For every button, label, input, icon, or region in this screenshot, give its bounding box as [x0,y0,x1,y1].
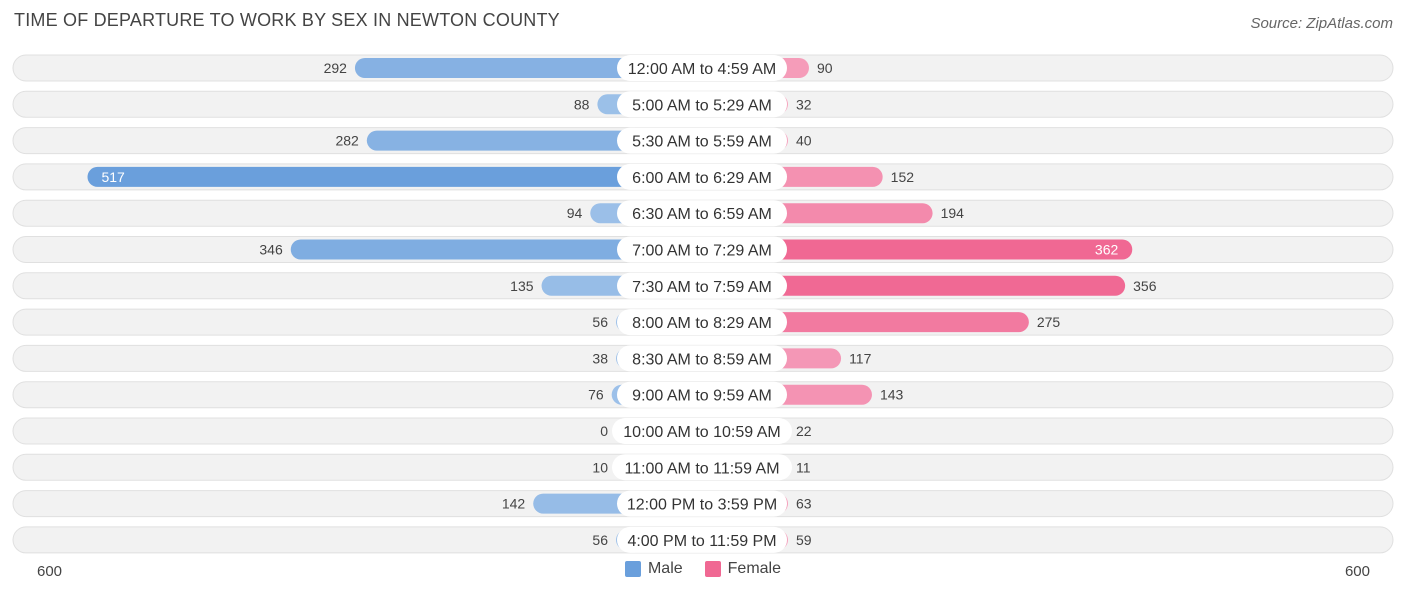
value-label-male: 76 [588,387,604,403]
value-label-male: 0 [600,423,608,439]
category-pill [617,381,787,408]
value-label-female: 117 [849,350,872,366]
value-label-male: 10 [592,459,608,475]
legend-swatch-female [704,561,721,577]
category-label: 8:00 AM to 8:29 AM [632,315,772,332]
category-pill [612,454,792,481]
category-label: 7:00 AM to 7:29 AM [632,243,772,260]
value-label-male: 282 [335,133,359,149]
value-label-male: 38 [592,350,608,366]
value-label-female: 194 [941,205,965,221]
category-label: 12:00 AM to 4:59 AM [628,61,777,78]
value-label-female: 362 [1095,242,1119,258]
value-label-male: 135 [510,278,534,294]
category-pill [617,200,787,227]
chart-title: TIME OF DEPARTURE TO WORK BY SEX IN NEWT… [14,10,560,30]
value-label-female: 152 [891,169,915,185]
bar-female [702,239,1133,260]
category-label: 6:00 AM to 6:29 AM [632,170,772,187]
value-label-male: 346 [259,242,283,258]
value-label-female: 275 [1037,314,1061,330]
category-pill [617,236,787,263]
category-pill [612,418,792,444]
category-label: 5:30 AM to 5:59 AM [632,134,772,151]
bar-female [702,275,1126,296]
value-label-female: 22 [796,423,812,439]
category-pill [617,526,787,553]
source-label: Source: ZipAtlas.com [1250,15,1393,32]
value-label-male: 56 [592,314,608,330]
category-label: 4:00 PM to 11:59 PM [627,533,776,550]
category-label: 8:30 AM to 8:59 AM [632,351,772,368]
legend-swatch-male [624,561,641,577]
category-label: 11:00 AM to 11:59 AM [624,460,779,477]
axis-right-label: 600 [1344,563,1370,580]
category-pill [617,309,787,336]
value-label-male: 88 [574,96,590,112]
chart-svg: 12:00 AM to 4:59 AM 292 90 5:00 AM to 5:29 … [12,54,1394,554]
legend-label-male: Male [647,560,683,577]
value-label-female: 59 [796,532,812,548]
category-label: 12:00 PM to 3:59 PM [627,497,777,514]
axis-left-label: 600 [37,563,63,580]
value-label-male: 56 [592,532,608,548]
value-label-female: 40 [796,133,812,149]
legend-item-male[interactable]: Male [624,560,683,578]
category-pill [617,345,787,372]
value-label-male: 142 [502,496,526,512]
category-pill [617,127,787,154]
category-pill [617,55,787,81]
category-label: 10:00 AM to 10:59 AM [623,424,780,441]
category-pill [617,91,787,118]
value-label-female: 356 [1133,278,1157,294]
value-label-female: 90 [817,60,833,76]
bar-male [290,239,702,260]
category-pill [617,272,787,299]
category-label: 5:00 AM to 5:29 AM [632,97,772,114]
category-label: 7:30 AM to 7:59 AM [632,279,772,296]
value-label-female: 11 [796,459,811,475]
value-label-male: 292 [324,60,348,76]
legend: Male Female [0,560,1406,578]
value-label-male: 517 [101,169,125,185]
value-label-female: 32 [796,96,812,112]
bar-male [354,58,702,78]
legend-item-female[interactable]: Female [704,560,782,578]
category-label: 6:30 AM to 6:59 AM [632,206,772,223]
value-label-male: 94 [567,205,583,221]
value-label-female: 63 [796,496,812,512]
category-pill [617,163,787,190]
legend-label-female: Female [727,560,782,577]
bar-male [87,166,703,187]
category-label: 9:00 AM to 9:59 AM [632,388,772,405]
value-label-female: 143 [880,387,904,403]
category-pill [617,490,787,517]
